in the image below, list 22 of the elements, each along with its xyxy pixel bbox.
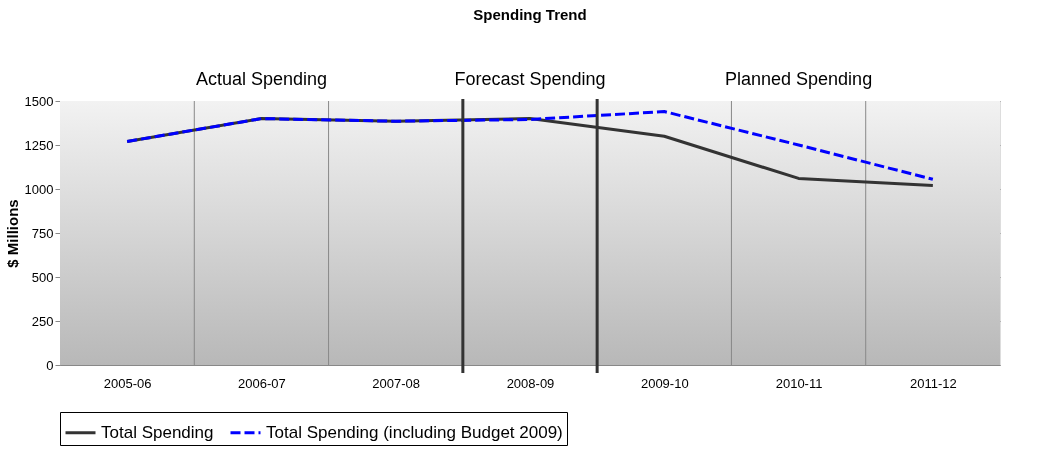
y-tick-label: 1250 xyxy=(24,137,54,153)
x-tick-label: 2009-10 xyxy=(640,375,689,391)
y-axis-title: $ Millions xyxy=(3,199,21,268)
y-tick-label: 0 xyxy=(46,357,54,373)
y-tick-label: 1500 xyxy=(24,93,54,109)
text: Planned Spending xyxy=(725,69,873,89)
text: Actual Spending xyxy=(195,69,327,89)
y-tick-label: 1000 xyxy=(24,181,54,197)
legend-label: Total Spending (including Budget 2009) xyxy=(266,422,563,442)
legend-label: Total Spending xyxy=(101,422,214,442)
x-tick-label: 2008-09 xyxy=(506,375,555,391)
text: Forecast Spending xyxy=(454,69,606,89)
line-series xyxy=(125,110,935,181)
x-tick-label: 2007-08 xyxy=(372,375,421,391)
y-tick-label: 750 xyxy=(31,225,54,241)
x-tick-label: 2005-06 xyxy=(103,375,152,391)
y-tick-label: 250 xyxy=(31,313,54,329)
x-tick-label: 2006-07 xyxy=(238,375,286,391)
x-tick-label: 2010-11 xyxy=(775,375,823,391)
x-tick-label: 2011-12 xyxy=(909,375,957,391)
y-tick-label: 500 xyxy=(31,269,54,285)
chart-title: Spending Trend xyxy=(473,6,587,23)
